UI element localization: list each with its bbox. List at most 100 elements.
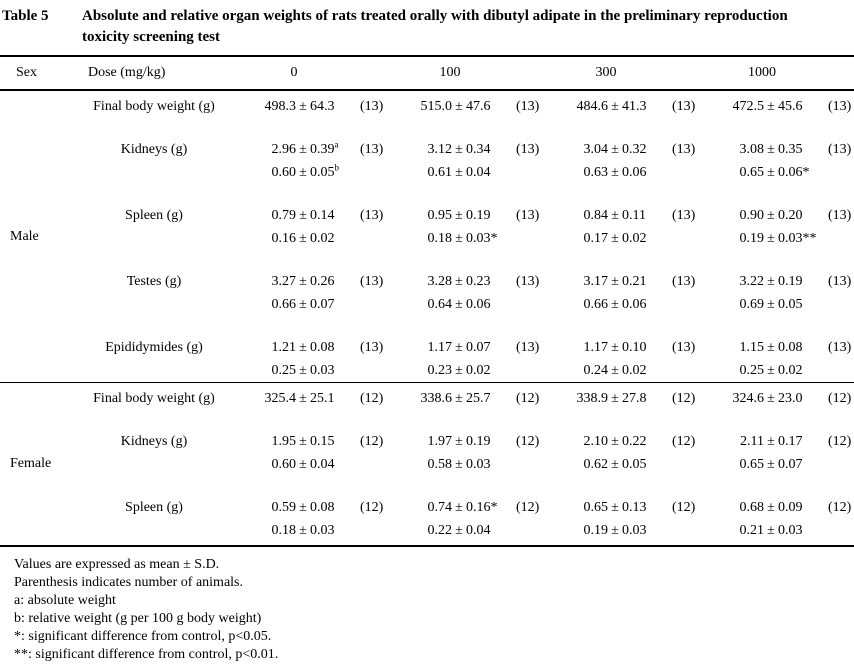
plus-minus: ± (611, 499, 619, 515)
sex-label-female: Female (10, 456, 52, 471)
header-dose-1000: 1000 (698, 65, 854, 81)
mean-value: 0.90 (739, 207, 765, 223)
sd-value: 0.05 (622, 456, 647, 472)
mean-value: 0.19 (739, 230, 765, 246)
header-dose-0: 0 (230, 65, 386, 81)
value-cell-dose-0: 1.95 ±0.15 (12) (240, 434, 396, 450)
section-female: Female Final body weight (g) 325.4 ±25.1 (12… (0, 383, 854, 545)
value-cell-dose-1000: 0.68 ±0.09 (12) (708, 500, 854, 516)
plus-minus: ± (299, 164, 307, 180)
sd-value: 0.02 (622, 230, 647, 246)
plus-minus: ± (767, 207, 775, 223)
mean-value: 0.21 (739, 522, 765, 538)
mean-value: 484.6 (576, 98, 609, 114)
relative-weight-row: 0.60 ±0.05b 0.61 ±0.04 0.63 ±0.06 0.65 ±0.06* (68, 161, 854, 184)
mean-value: 0.24 (583, 362, 609, 378)
plus-minus: ± (611, 207, 619, 223)
plus-minus: ± (611, 230, 619, 246)
animal-count: (12) (672, 390, 696, 406)
value-cell-dose-0: 0.66 ±0.07 (240, 297, 396, 313)
plus-minus: ± (767, 499, 775, 515)
table-rule-header (0, 89, 854, 91)
sd-value: 0.02 (622, 362, 647, 378)
mean-value: 3.22 (739, 273, 765, 289)
sd-value: 0.03 (466, 456, 491, 472)
mean-value: 0.17 (583, 230, 609, 246)
sd-value: 0.14 (310, 207, 335, 223)
sd-value: 0.34 (466, 141, 491, 157)
value-cell-dose-100: 0.61 ±0.04 (396, 165, 552, 181)
plus-minus: ± (455, 433, 463, 449)
animal-count: (13) (672, 98, 696, 114)
plus-minus: ± (455, 390, 463, 406)
sd-value: 0.13 (622, 499, 647, 515)
mean-value: 338.6 (420, 390, 453, 406)
mean-value: 338.9 (576, 390, 609, 406)
mean-value: 325.4 (264, 390, 297, 406)
sd-value: 0.35 (778, 141, 803, 157)
sd-value: 0.02 (778, 362, 803, 378)
section-divider (0, 382, 854, 383)
section-male: Male Final body weight (g) 498.3 ±64.3 (13) 5… (0, 91, 854, 382)
sd-value: 0.26 (310, 273, 335, 289)
plus-minus: ± (455, 339, 463, 355)
sd-value: 0.15 (310, 433, 335, 449)
plus-minus: ± (767, 296, 775, 312)
measure-label: Spleen (g) (125, 207, 183, 223)
plus-minus: ± (299, 362, 307, 378)
plus-minus: ± (455, 230, 463, 246)
plus-minus: ± (611, 339, 619, 355)
sd-value: 0.19 (778, 273, 803, 289)
sd-value: 0.20 (778, 207, 803, 223)
mean-value: 3.17 (583, 273, 609, 289)
mean-value: 1.95 (271, 433, 297, 449)
animal-count: (12) (672, 433, 696, 449)
measure-label: Spleen (g) (125, 499, 183, 515)
measure-label: Final body weight (g) (93, 390, 215, 406)
dose-value: 1000 (748, 65, 776, 80)
mean-value: 0.65 (739, 456, 765, 472)
value-cell-dose-300: 2.10 ±0.22 (12) (552, 434, 708, 450)
value-cell-dose-1000: 0.65 ±0.07 (708, 457, 854, 473)
mean-value: 2.11 (740, 433, 764, 449)
mean-value: 0.59 (271, 499, 297, 515)
sd-value: 0.05b (310, 161, 339, 180)
animal-count: (12) (828, 499, 852, 515)
dose-value: 300 (595, 65, 617, 80)
animal-count: (12) (672, 499, 696, 515)
sd-value: 0.07 (778, 456, 803, 472)
absolute-weight-row: Final body weight (g) 498.3 ±64.3 (13) 515.0… (68, 95, 854, 118)
organ-block: Kidneys (g) 2.96 ±0.39a (13) 3.12 ±0.34 (13) 3.… (68, 138, 854, 184)
sd-value: 0.06 (622, 296, 647, 312)
value-cell-dose-100: 3.28 ±0.23 (13) (396, 274, 552, 290)
relative-weight-row: 0.25 ±0.03 0.23 ±0.02 0.24 ±0.02 0.25 ±0.02 (68, 359, 854, 382)
animal-count: (13) (360, 273, 384, 289)
value-cell-dose-0: 0.16 ±0.02 (240, 231, 396, 247)
sd-value: 0.06 (466, 296, 491, 312)
animal-count: (12) (360, 390, 384, 406)
section-rows: Final body weight (g) 325.4 ±25.1 (12) 338.6… (68, 383, 854, 545)
plus-minus: ± (767, 456, 775, 472)
value-cell-dose-100: 0.58 ±0.03 (396, 457, 552, 473)
plus-minus: ± (767, 433, 775, 449)
sd-value: 0.07 (466, 339, 491, 355)
sd-value: 0.02 (310, 230, 335, 246)
animal-count: (13) (516, 339, 540, 355)
plus-minus: ± (455, 98, 463, 114)
organ-block: Epididymides (g) 1.21 ±0.08 (13) 1.17 ±0.07 (1… (68, 336, 854, 382)
mean-value: 0.68 (739, 499, 765, 515)
mean-value: 3.28 (427, 273, 453, 289)
dose-value: 100 (439, 65, 461, 80)
mean-value: 0.65 (739, 164, 765, 180)
plus-minus: ± (299, 273, 307, 289)
value-cell-dose-100: 0.74 ±0.16* (12) (396, 500, 552, 516)
absolute-weight-row: Spleen (g) 0.59 ±0.08 (12) 0.74 ±0.16* (12) 0.6… (68, 496, 854, 519)
mean-value: 0.25 (271, 362, 297, 378)
mean-value: 1.17 (427, 339, 453, 355)
sd-value: 25.1 (310, 390, 335, 406)
value-cell-dose-300: 0.84 ±0.11 (13) (552, 208, 708, 224)
sd-value: 0.03** (778, 230, 817, 246)
value-cell-dose-300: 484.6 ±41.3 (13) (552, 99, 708, 115)
plus-minus: ± (299, 339, 307, 355)
